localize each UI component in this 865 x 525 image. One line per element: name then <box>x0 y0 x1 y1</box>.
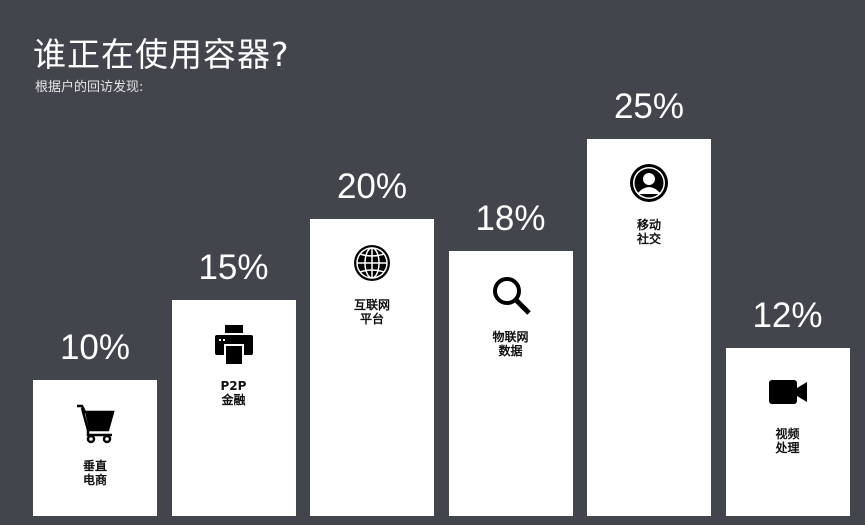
category-label: 视频 处理 <box>775 426 800 455</box>
data-label: 10% <box>59 328 131 367</box>
video-camera-icon <box>768 370 808 414</box>
user-icon <box>629 161 669 205</box>
data-label: 12% <box>752 295 823 335</box>
category-label: 互联网 平台 <box>353 298 390 327</box>
category-label: 移动 社交 <box>636 218 661 246</box>
category-label: 垂直 电商 <box>82 459 107 487</box>
data-label: 18% <box>475 199 546 239</box>
category-label: 物联网 数据 <box>492 330 529 359</box>
shopping-cart-icon <box>75 402 115 446</box>
category-label: P2P 金融 <box>220 378 247 407</box>
magnifier-icon <box>491 273 531 317</box>
globe-icon <box>352 241 392 285</box>
bar: 互联网 平台 <box>310 219 434 516</box>
bar: 移动 社交 <box>587 139 711 516</box>
printer-icon <box>214 322 254 366</box>
bar: 视频 处理 <box>725 347 850 516</box>
data-label: 20% <box>336 167 408 207</box>
bar: 物联网 数据 <box>448 251 573 516</box>
chart-subtitle: 根据户的回访发现: <box>35 80 144 95</box>
chart-title: 谁正在使用容器? <box>33 35 290 74</box>
data-label: 15% <box>198 247 269 287</box>
bar: P2P 金融 <box>171 299 296 516</box>
bar: 垂直 电商 <box>33 380 157 516</box>
data-label: 25% <box>613 87 685 126</box>
